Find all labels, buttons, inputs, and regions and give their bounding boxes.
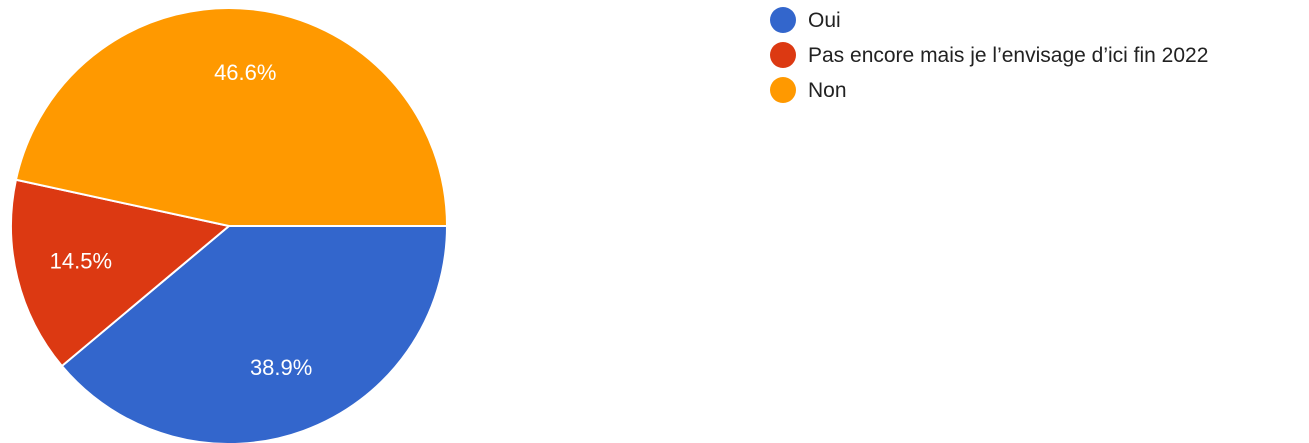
legend-swatch <box>770 7 796 33</box>
chart: 38.9% 14.5% 46.6% <box>10 7 449 443</box>
pie-slice <box>10 178 232 368</box>
legend: Oui Pas encore mais je l’envisage d’ici f… <box>770 6 1305 111</box>
slice-label: 46.6% <box>214 60 276 85</box>
slice-label: 14.5% <box>50 248 112 273</box>
legend-item: Non <box>770 76 1305 105</box>
pie-slice <box>14 7 449 227</box>
slice-label: 38.9% <box>250 355 312 380</box>
legend-label: Oui <box>808 9 841 32</box>
legend-label: Pas encore mais je l’envisage d’ici fin … <box>808 44 1209 67</box>
legend-swatch <box>770 42 796 68</box>
legend-item: Oui <box>770 6 1305 35</box>
legend-item: Pas encore mais je l’envisage d’ici fin … <box>770 41 1305 70</box>
legend-label: Non <box>808 79 847 102</box>
pie-slice <box>60 225 449 443</box>
legend-swatch <box>770 77 796 103</box>
